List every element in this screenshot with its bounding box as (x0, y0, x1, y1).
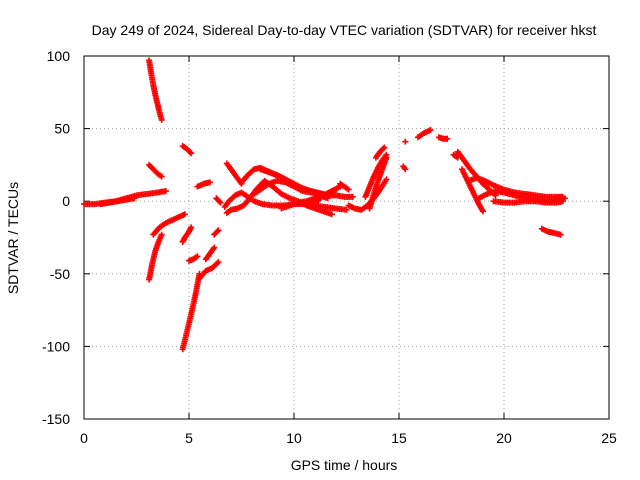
data-point (557, 231, 564, 238)
series-t32 (414, 127, 434, 141)
data-point (349, 193, 356, 200)
data-point (402, 166, 409, 173)
x-tick-label: 5 (185, 430, 193, 446)
series-t30 (400, 163, 409, 173)
y-tick-label: 100 (47, 48, 71, 64)
data-point (345, 186, 352, 193)
data-point (131, 195, 138, 202)
series-t25 (337, 180, 352, 193)
y-tick-label: -100 (42, 338, 70, 354)
axis-ticks (83, 55, 610, 420)
chart-title: Day 249 of 2024, Sidereal Day-to-day VTE… (92, 22, 597, 38)
data-point (324, 195, 331, 202)
y-tick-label: -50 (50, 266, 70, 282)
data-point (181, 211, 188, 218)
data-point (328, 211, 335, 218)
data-point (333, 186, 339, 193)
data-point (559, 198, 566, 205)
x-tick-label: 20 (496, 430, 512, 446)
series-t3 (146, 57, 165, 123)
data-point (215, 259, 222, 266)
data-point (383, 176, 390, 183)
data-point (380, 145, 387, 152)
data-point (427, 127, 434, 134)
series-t24 (307, 186, 339, 209)
data-point (188, 150, 195, 157)
data-point (444, 135, 451, 142)
y-tick-label: 0 (62, 193, 70, 209)
y-tick-label: -150 (42, 411, 70, 427)
data-point (480, 208, 486, 215)
series-t8 (179, 270, 203, 353)
data-point (194, 253, 201, 260)
series-t15 (213, 195, 224, 206)
series-t2 (97, 195, 138, 208)
series-t31 (402, 138, 409, 145)
series-t35 (454, 148, 499, 199)
series-t14 (211, 227, 222, 238)
data-point (187, 149, 194, 156)
x-axis-label: GPS time / hours (291, 457, 398, 473)
axis-tick-labels: 0 5 10 15 20 25 -150 -100 -50 0 50 100 (42, 48, 617, 446)
series-t11 (194, 179, 213, 190)
y-axis-label: SDTVAR / TECUs (5, 182, 21, 294)
series-t39 (490, 198, 566, 206)
data-point (402, 138, 409, 145)
data-point (216, 198, 223, 205)
series-t28 (366, 154, 390, 212)
series-t4 (146, 161, 165, 180)
series-t10 (179, 143, 195, 157)
data-point (211, 244, 218, 251)
y-tick-label: 50 (54, 121, 70, 137)
gridlines (84, 56, 609, 419)
plot-frame (83, 55, 610, 420)
x-tick-label: 15 (391, 430, 407, 446)
series-t29 (372, 144, 388, 161)
series-t12 (196, 259, 222, 282)
data-point (162, 188, 169, 195)
data-point (158, 231, 165, 238)
series-t17 (223, 160, 245, 187)
series-t33 (435, 134, 451, 142)
data-point (158, 116, 165, 123)
x-tick-label: 25 (601, 430, 617, 446)
x-tick-label: 0 (80, 430, 88, 446)
series-t26 (345, 176, 390, 213)
series-t9 (186, 253, 201, 264)
series-t5 (146, 231, 165, 283)
series-t7 (179, 224, 195, 245)
data-point (158, 173, 165, 180)
data-point (217, 199, 224, 206)
data-point (215, 227, 222, 234)
data-point (214, 228, 221, 235)
series-t6 (150, 211, 188, 238)
series-t38 (475, 188, 568, 205)
data-point (383, 154, 390, 161)
data-point (343, 206, 350, 213)
series-t13 (202, 244, 218, 263)
series-t40 (538, 225, 564, 238)
series-t36 (459, 166, 486, 215)
data-point (381, 144, 388, 151)
x-tick-label: 10 (286, 430, 302, 446)
data-points (81, 57, 568, 353)
data-point (188, 224, 195, 231)
data-point (207, 179, 213, 186)
